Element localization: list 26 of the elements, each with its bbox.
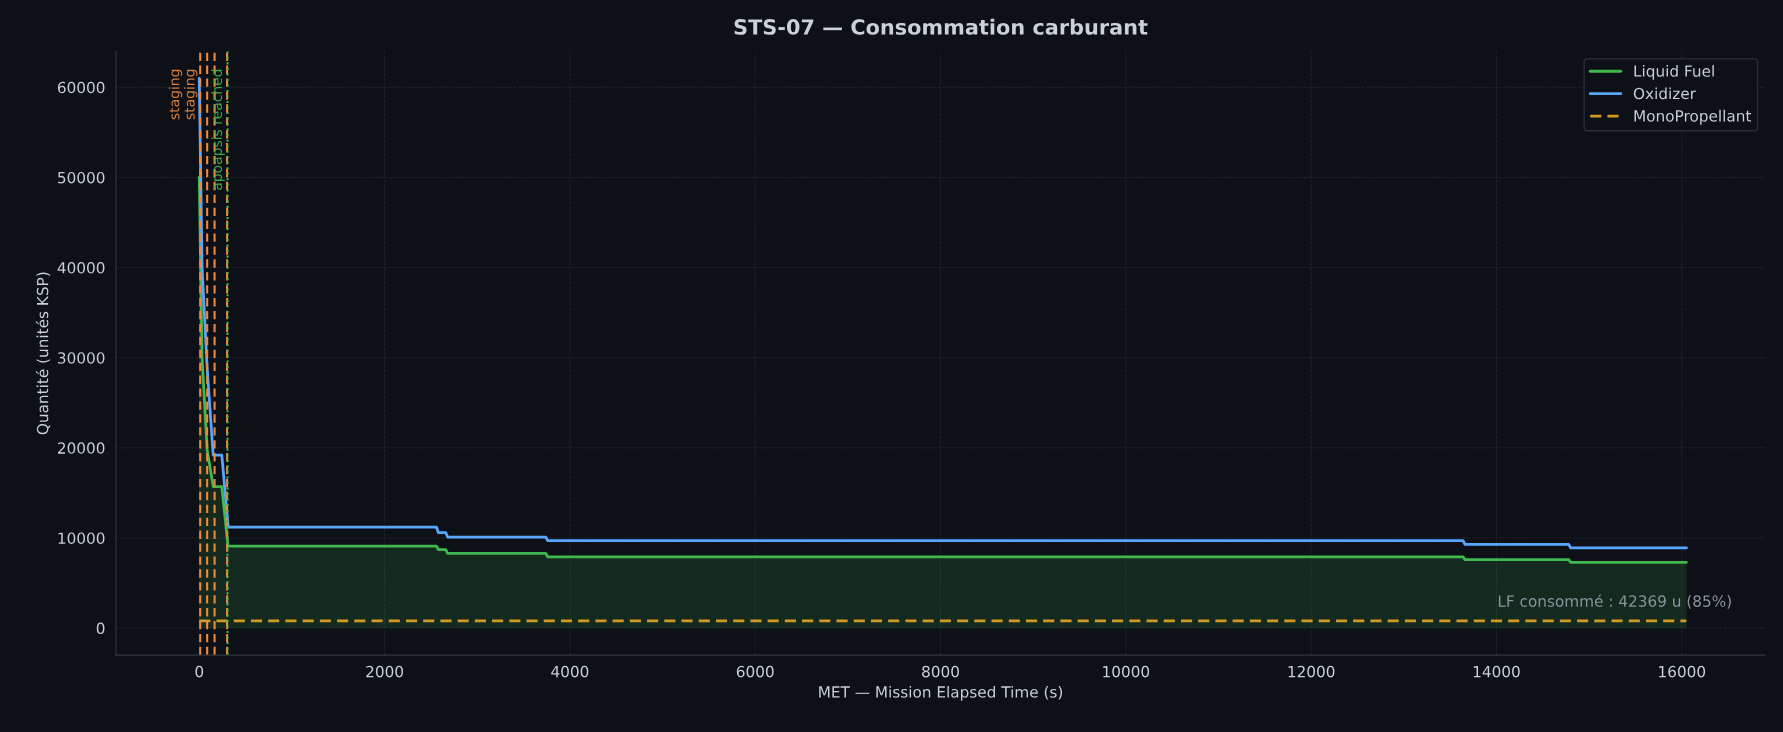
y-tick-label: 0 xyxy=(96,622,105,635)
y-tick-label: 20000 xyxy=(58,442,105,454)
legend-label: MonoPropellant xyxy=(1634,109,1752,125)
x-tick-label: 12000 xyxy=(1288,665,1335,678)
annotation: LF consommé : 42369 u (85%) xyxy=(1498,594,1731,609)
ref-line-label: staging xyxy=(168,69,183,120)
x-tick-label: 14000 xyxy=(1473,665,1520,678)
x-axis-title: MET — Mission Elapsed Time (s) xyxy=(819,685,1063,701)
y-tick-label: 50000 xyxy=(58,171,105,184)
legend-label: Oxidizer xyxy=(1633,87,1696,100)
x-tick-label: 4000 xyxy=(551,665,589,678)
x-tick-label: 0 xyxy=(195,665,204,678)
x-tick-label: 8000 xyxy=(922,665,959,678)
y-axis-title: Quantité (unités KSP) xyxy=(35,272,51,435)
x-tick-label: 6000 xyxy=(736,665,774,678)
x-tick-label: 16000 xyxy=(1659,665,1706,678)
legend-label: Liquid Fuel xyxy=(1634,64,1714,80)
ref-line-label: apoapsis reached xyxy=(211,69,225,190)
y-tick-label: 60000 xyxy=(57,81,105,94)
y-tick-label: 40000 xyxy=(57,262,105,274)
ref-line-label: staging xyxy=(183,69,198,120)
x-tick-label: 10000 xyxy=(1103,665,1150,678)
y-tick-label: 10000 xyxy=(58,532,105,544)
y-tick-label: 30000 xyxy=(58,352,105,364)
x-tick-label: 2000 xyxy=(366,665,404,678)
chart-title: STS-07 — Consommation carburant xyxy=(734,18,1148,35)
